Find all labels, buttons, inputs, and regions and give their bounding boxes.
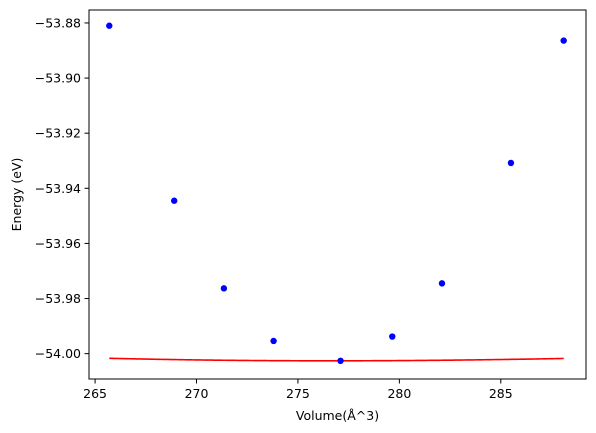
fit-curve <box>109 357 564 362</box>
data-point <box>270 337 277 345</box>
y-axis-label: Energy (eV) <box>9 158 24 232</box>
y-tick-label: −53.98 <box>35 291 81 306</box>
x-axis-label: Volume(Å^3) <box>296 408 379 423</box>
data-point <box>106 22 113 29</box>
y-tick-label: −53.90 <box>35 71 81 86</box>
data-point <box>560 37 567 44</box>
x-tick-label: 275 <box>286 386 310 401</box>
x-axis-ticks: 265 270 275 280 285 <box>83 379 513 401</box>
y-tick-label: −53.92 <box>35 126 81 141</box>
fit-curve-layer <box>109 357 564 362</box>
data-point <box>220 285 228 292</box>
y-axis-ticks: −53.88 −53.90 −53.92 −53.94 −53.96 −53.98 −54.… <box>35 15 89 361</box>
y-tick-label: −53.94 <box>35 181 81 196</box>
y-tick-label: −53.96 <box>35 236 81 251</box>
data-point <box>337 357 344 365</box>
y-tick-label: −54.00 <box>35 346 81 361</box>
plot-frame <box>88 9 587 380</box>
x-tick-label: 285 <box>489 386 513 401</box>
data-point <box>171 197 178 204</box>
plot-background <box>89 10 586 379</box>
y-tick-label: −53.88 <box>35 15 81 30</box>
data-point <box>438 280 446 287</box>
x-tick-label: 280 <box>387 386 411 401</box>
data-point <box>507 159 515 167</box>
data-points-layer <box>106 22 567 365</box>
x-tick-label: 265 <box>83 386 107 401</box>
x-tick-label: 270 <box>185 386 209 401</box>
data-point <box>389 333 396 340</box>
